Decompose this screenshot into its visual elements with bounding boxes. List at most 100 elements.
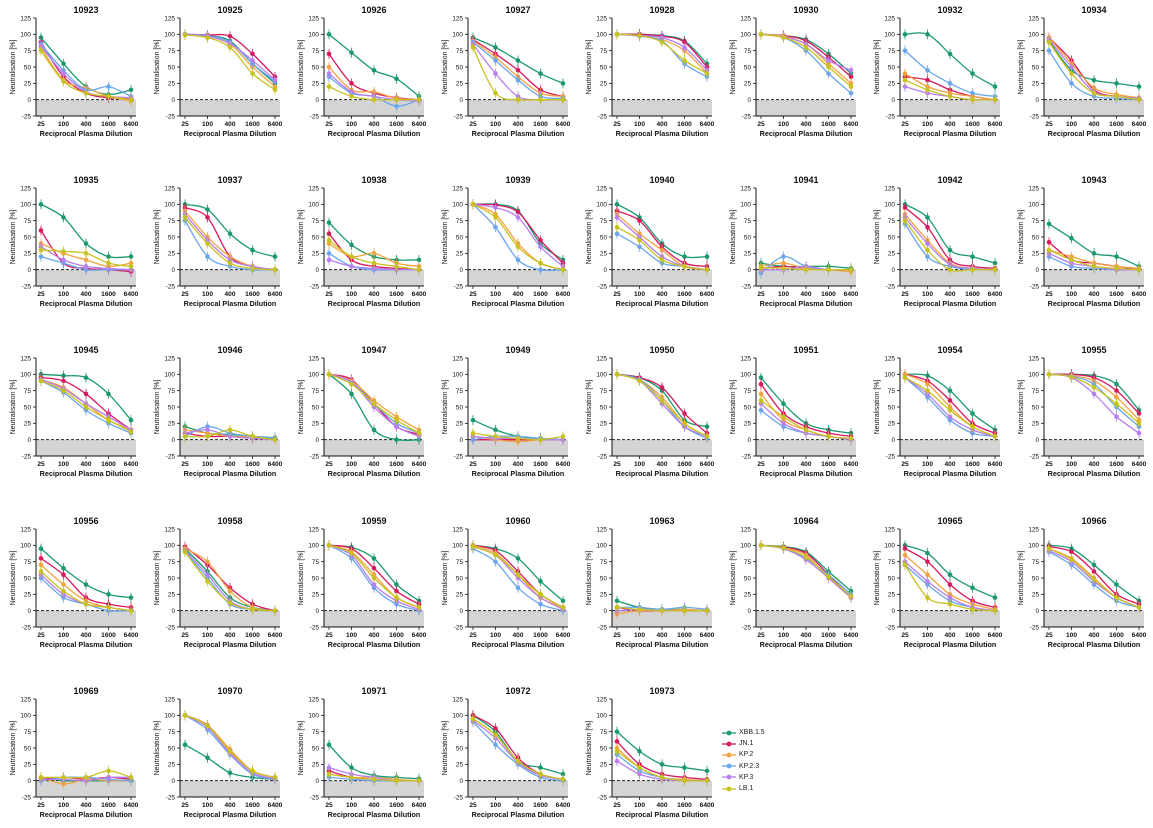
data-point	[272, 437, 278, 442]
y-tick-label: 100	[308, 202, 319, 209]
x-tick-label: 100	[346, 461, 357, 468]
data-point	[371, 556, 377, 561]
y-tick-label: 50	[1032, 575, 1040, 582]
x-tick-label: 6400	[988, 632, 1003, 639]
y-tick-label: 25	[1032, 421, 1040, 428]
y-tick-label: 50	[24, 745, 32, 752]
y-tick-label: 125	[20, 185, 31, 192]
data-point	[349, 775, 354, 780]
data-point	[205, 559, 210, 564]
y-tick-label: 75	[312, 559, 320, 566]
data-point	[205, 572, 210, 578]
x-tick-label: 400	[512, 632, 523, 639]
data-point	[1114, 381, 1119, 387]
data-point	[1046, 372, 1052, 377]
negative-region	[756, 439, 856, 456]
data-point	[925, 241, 930, 246]
y-tick-label: 75	[888, 218, 896, 225]
negative-region	[324, 99, 424, 116]
y-tick-label: 100	[164, 372, 175, 379]
data-point	[1046, 239, 1052, 245]
x-tick-label: 100	[1066, 632, 1077, 639]
data-point	[394, 417, 399, 423]
y-tick-label: 75	[600, 729, 608, 736]
data-point	[902, 84, 908, 89]
data-point	[349, 765, 354, 770]
data-point	[1136, 421, 1142, 426]
x-tick-label: 6400	[268, 461, 283, 468]
data-point	[538, 592, 543, 597]
data-point	[326, 372, 332, 377]
x-tick-label: 400	[944, 121, 955, 128]
data-point	[538, 97, 543, 102]
y-tick-label: 0	[603, 267, 607, 274]
data-point	[1114, 266, 1119, 271]
x-tick-label: 1600	[101, 632, 116, 639]
data-point	[371, 427, 377, 433]
data-point	[947, 595, 953, 600]
y-tick-label: 75	[456, 388, 464, 395]
x-tick-label: 400	[656, 121, 667, 128]
y-tick-label: 100	[308, 372, 319, 379]
y-tick-label: 125	[452, 355, 463, 362]
x-tick-label: 25	[37, 291, 45, 298]
data-point	[416, 778, 422, 783]
data-point	[515, 556, 521, 561]
y-axis-label: Neutralisation [%]	[874, 551, 881, 606]
x-tick-label: 1600	[1109, 291, 1124, 298]
legend-item: KP.2.3	[722, 761, 765, 772]
data-point	[227, 434, 233, 439]
data-point	[947, 247, 953, 253]
y-tick-label: 50	[744, 575, 752, 582]
x-axis-label: Reciprocal Plasma Dilution	[1048, 299, 1141, 308]
x-tick-label: 1600	[965, 461, 980, 468]
y-tick-label: 100	[164, 543, 175, 550]
y-tick-label: 100	[20, 372, 31, 379]
legend-label: XBB.1.5	[739, 729, 765, 737]
chart-panel: -25 0 25 50 75 100 125 25 100 400 1600 6400 10942 Rec…	[874, 175, 1003, 308]
data-point	[349, 242, 354, 248]
data-point	[925, 373, 930, 378]
y-tick-label: 100	[308, 543, 319, 550]
y-tick-label: -25	[22, 283, 32, 290]
chart-panel: -25 0 25 50 75 100 125 25 100 400 1600 6400 10964 Rec…	[730, 516, 859, 649]
x-axis-label: Reciprocal Plasma Dilution	[472, 129, 565, 138]
x-tick-label: 1600	[533, 802, 548, 809]
x-tick-label: 400	[656, 802, 667, 809]
y-tick-label: 125	[740, 185, 751, 192]
chart-panel: -25 0 25 50 75 100 125 25 100 400 1600 6400 10963 Rec…	[586, 516, 715, 649]
negative-region	[324, 269, 424, 286]
x-tick-label: 400	[512, 291, 523, 298]
chart-panel: -25 0 25 50 75 100 125 25 100 400 1600 6400 10935 Rec…	[10, 175, 139, 308]
data-point	[637, 765, 642, 770]
x-axis-label: Reciprocal Plasma Dilution	[904, 640, 997, 649]
y-tick-label: -25	[1030, 113, 1040, 120]
x-tick-label: 100	[634, 121, 645, 128]
y-tick-label: 0	[315, 437, 319, 444]
x-tick-label: 100	[58, 121, 69, 128]
x-tick-label: 25	[1045, 632, 1053, 639]
data-point	[925, 388, 930, 393]
y-axis-label: Neutralisation [%]	[442, 380, 449, 435]
data-point	[272, 267, 278, 272]
data-point	[614, 758, 620, 764]
negative-region	[180, 99, 280, 116]
data-point	[614, 215, 620, 220]
y-tick-label: 25	[888, 81, 896, 88]
data-point	[947, 398, 953, 403]
y-tick-label: 0	[891, 97, 895, 104]
x-tick-label: 100	[778, 461, 789, 468]
x-tick-label: 6400	[1132, 291, 1147, 298]
x-tick-label: 1600	[677, 632, 692, 639]
data-point	[1069, 374, 1074, 380]
data-point	[205, 723, 210, 729]
x-tick-label: 1600	[245, 121, 260, 128]
x-tick-label: 25	[325, 802, 333, 809]
data-point	[227, 748, 233, 754]
x-axis-label: Reciprocal Plasma Dilution	[904, 299, 997, 308]
y-tick-label: 25	[168, 762, 176, 769]
data-point	[250, 768, 255, 774]
y-tick-label: 125	[20, 355, 31, 362]
y-tick-label: 0	[27, 608, 31, 615]
y-tick-label: -25	[310, 113, 320, 120]
